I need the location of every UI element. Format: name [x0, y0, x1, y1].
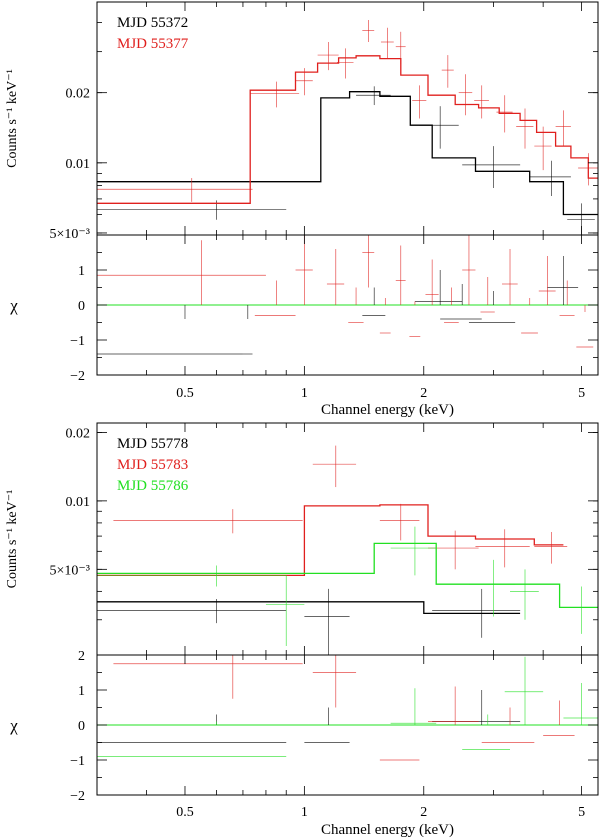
legend-entry: MJD 55778 — [117, 436, 188, 452]
y-axis-label: Counts s⁻¹ keV⁻¹ — [5, 69, 20, 168]
series-mjd-55372 — [97, 86, 598, 235]
model-step-line — [97, 504, 564, 577]
top-residuals-plot-area — [97, 235, 598, 355]
y-axis-label: χ — [9, 296, 18, 315]
series-mjd-55778 — [97, 588, 521, 655]
y-axis-label: χ — [9, 716, 18, 735]
y-tick-label: 2 — [78, 649, 85, 664]
bottom-residuals-frame — [96, 654, 599, 796]
x-tick-label: 2 — [420, 386, 427, 401]
bottom-residuals-panel: −2 −1 0 1 2 χ 0.5 1 2 5 Channel energy (keV) — [9, 649, 599, 838]
x-tick-label: 5 — [578, 805, 585, 820]
model-step-line — [97, 91, 598, 216]
x-tick-label: 1 — [301, 805, 308, 820]
legend-entry: MJD 55786 — [117, 478, 189, 494]
x-axis-label: Channel energy (keV) — [321, 822, 454, 838]
y-tick-label: 0.02 — [66, 87, 91, 102]
x-tick-label: 1 — [301, 386, 308, 401]
model-step-line — [97, 55, 598, 204]
y-axis-label: Counts s⁻¹ keV⁻¹ — [5, 490, 20, 589]
legend-entry: MJD 55377 — [117, 36, 189, 52]
legend-entry: MJD 55372 — [117, 15, 188, 31]
bottom-spectrum-plot-area — [97, 445, 598, 655]
y-tick-label: 5×10⁻³ — [50, 563, 90, 578]
x-tick-label: 0.5 — [176, 805, 194, 820]
series-mjd-55786 — [97, 526, 598, 647]
bottom-residuals-plot-area — [97, 655, 598, 761]
y-tick-label: 0 — [78, 299, 85, 314]
y-tick-label: 0 — [78, 719, 85, 734]
legend-entry: MJD 55783 — [117, 457, 188, 473]
series-mjd-55778 — [97, 690, 521, 743]
series-mjd-55786 — [97, 656, 598, 757]
y-tick-label: −1 — [70, 754, 85, 769]
series-mjd-55783 — [97, 445, 568, 577]
y-tick-label: 5×10⁻³ — [50, 227, 90, 242]
series-mjd-55372 — [97, 256, 579, 355]
bottom-spectrum-x-ticks — [96, 423, 582, 655]
model-step-line — [97, 542, 598, 609]
y-tick-label: 1 — [78, 264, 85, 279]
model-step-line — [97, 601, 521, 615]
series-mjd-55783 — [113, 655, 575, 761]
top-residuals-panel: −2 −1 0 1 χ 0.5 1 2 5 Channel energy (keV) — [9, 234, 599, 418]
y-tick-label: −2 — [70, 369, 85, 384]
x-tick-label: 2 — [420, 805, 427, 820]
bottom-spectrum-legend: MJD 55778 MJD 55783 MJD 55786 — [117, 436, 189, 494]
top-residuals-x-ticks — [96, 235, 582, 375]
y-tick-label: −1 — [70, 334, 85, 349]
series-mjd-55377 — [97, 235, 594, 348]
top-spectrum-legend: MJD 55372 MJD 55377 — [117, 15, 189, 52]
top-spectrum-panel: 5×10⁻³ 0.01 0.02 MJD 55372 MJD 55377 Counts s… — [5, 1, 599, 242]
bottom-spectrum-panel: 5×10⁻³ 0.01 0.02 MJD 55778 MJD 55783 MJD 5578… — [5, 422, 599, 656]
y-tick-label: 0.01 — [66, 157, 91, 172]
y-tick-label: 0.02 — [66, 426, 91, 441]
y-tick-label: 0.01 — [66, 495, 91, 510]
series-mjd-55377 — [97, 20, 598, 204]
x-tick-label: 5 — [578, 386, 585, 401]
bottom-spectrum-y-ticks — [97, 432, 598, 621]
x-axis-label: Channel energy (keV) — [321, 402, 454, 418]
y-tick-label: −2 — [70, 789, 85, 804]
top-spectrum-y-ticks — [97, 22, 598, 234]
top-residuals-frame — [96, 234, 599, 376]
y-tick-label: 1 — [78, 684, 85, 699]
x-tick-label: 0.5 — [176, 386, 194, 401]
bottom-residuals-x-ticks — [96, 655, 582, 795]
top-spectrum-plot-area — [97, 20, 598, 235]
